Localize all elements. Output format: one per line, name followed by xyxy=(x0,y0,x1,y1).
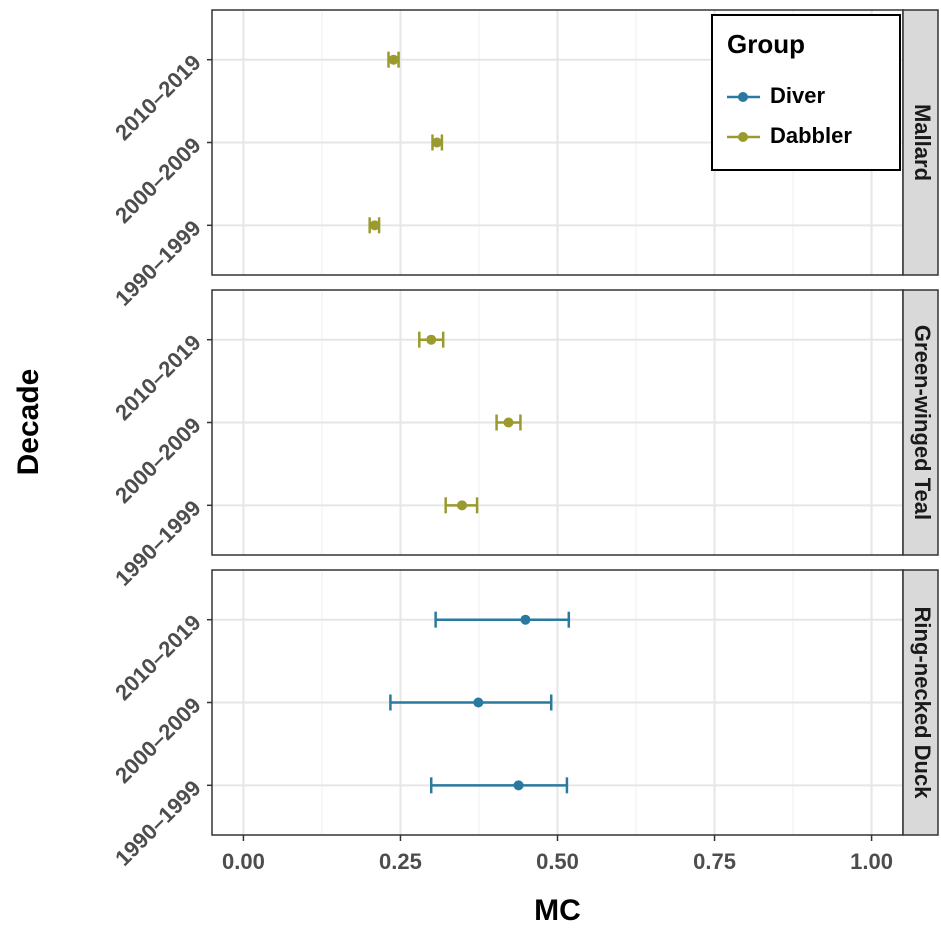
y-tick-label: 2000–2009 xyxy=(110,132,206,228)
x-tick-label: 1.00 xyxy=(850,849,893,874)
y-tick-label: 2000–2009 xyxy=(110,412,206,508)
x-axis-title: MC xyxy=(534,894,581,927)
legend-point xyxy=(738,132,748,142)
error-bar xyxy=(434,611,571,628)
error-bar xyxy=(429,777,569,794)
x-tick-label: 0.50 xyxy=(536,849,579,874)
point xyxy=(369,220,380,231)
legend-label: Diver xyxy=(770,83,825,108)
point xyxy=(426,334,437,345)
strip xyxy=(902,569,939,836)
error-bar xyxy=(389,694,553,711)
legend-label: Dabbler xyxy=(770,123,852,148)
point xyxy=(503,417,514,428)
y-tick-label: 1990–1999 xyxy=(110,775,206,871)
point xyxy=(520,614,531,625)
y-tick-label: 1990–1999 xyxy=(110,495,206,591)
y-tick-label: 2010–2019 xyxy=(110,50,206,146)
x-tick-label: 0.75 xyxy=(693,849,736,874)
point xyxy=(388,54,399,65)
x-tick-label: 0.00 xyxy=(222,849,265,874)
y-tick-label: 2010–2019 xyxy=(110,610,206,706)
y-axis-title: Decade xyxy=(12,369,45,476)
point xyxy=(513,780,524,791)
strip-label: Green-winged Teal xyxy=(910,325,935,520)
strip-label: Ring-necked Duck xyxy=(910,607,935,800)
y-tick-label: 2010–2019 xyxy=(110,330,206,426)
legend-point xyxy=(738,92,748,102)
legend-title: Group xyxy=(727,29,805,59)
point xyxy=(431,137,442,148)
strip xyxy=(902,289,939,556)
point xyxy=(457,500,468,511)
strip xyxy=(902,9,939,276)
x-tick-label: 0.25 xyxy=(379,849,422,874)
strip-label: Mallard xyxy=(910,104,935,181)
point xyxy=(473,697,484,708)
y-tick-label: 1990–1999 xyxy=(110,215,206,311)
y-tick-label: 2000–2009 xyxy=(110,692,206,788)
